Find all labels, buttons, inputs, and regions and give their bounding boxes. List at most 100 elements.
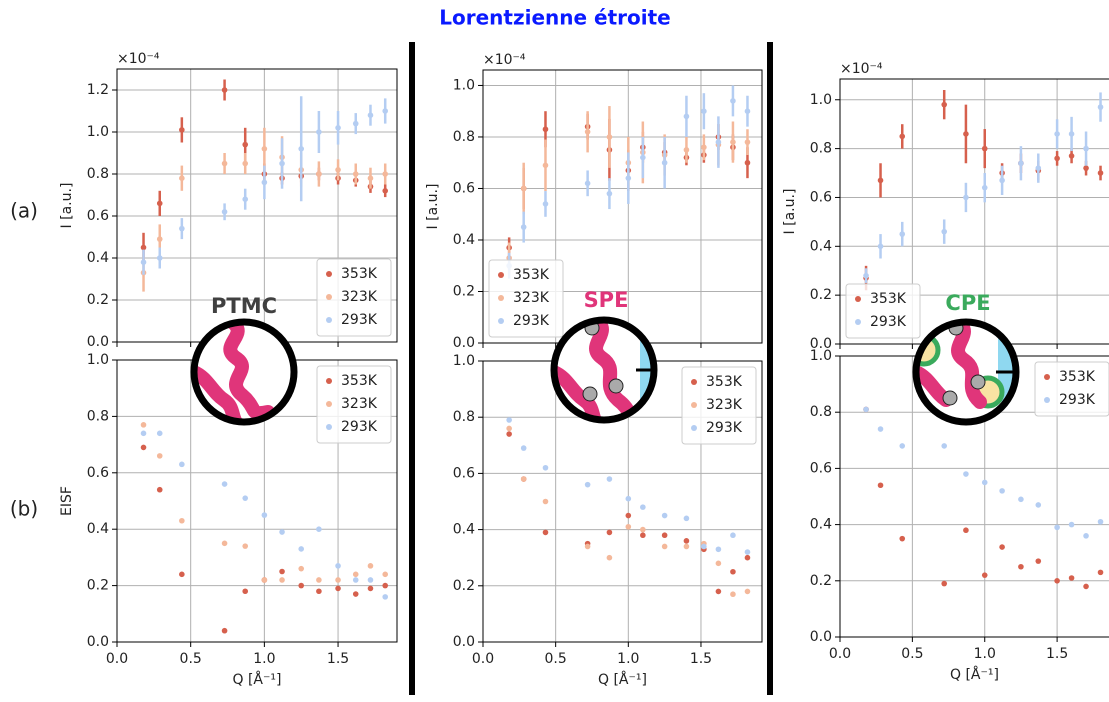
legend-box [316, 258, 392, 337]
data-point [140, 444, 147, 451]
data-point [316, 129, 322, 135]
data-point [606, 190, 613, 197]
data-point [899, 535, 906, 542]
y-tick-label: 1.0 [87, 124, 109, 140]
data-point [744, 549, 751, 555]
y-tick-label: 0.2 [87, 292, 109, 308]
data-point [683, 538, 690, 544]
data-point [542, 162, 549, 169]
data-point [382, 188, 389, 194]
data-point [140, 430, 147, 437]
legend-label: 293K [341, 419, 378, 435]
y-tick-label: 0.6 [87, 465, 109, 481]
data-point [1068, 153, 1075, 159]
data-point [1035, 165, 1042, 171]
data-point [279, 160, 285, 167]
inset-ptmc [190, 318, 298, 426]
legend-label: 293K [341, 312, 378, 328]
data-point [730, 568, 736, 575]
legend-marker [691, 402, 697, 408]
legend-label: 293K [870, 314, 907, 330]
y-tick-label: 0.2 [87, 578, 109, 594]
y-tick-label: 0.6 [453, 465, 475, 481]
data-point [941, 580, 948, 587]
data-point [701, 144, 707, 151]
data-point [744, 554, 751, 561]
data-point [744, 159, 751, 166]
data-point [744, 139, 751, 145]
y-tick-label: 0.2 [453, 578, 475, 594]
data-point [625, 512, 632, 519]
data-point [156, 486, 163, 493]
data-point [584, 543, 591, 550]
data-point [221, 481, 228, 487]
legend-marker [1044, 397, 1050, 403]
y-axis-label: I [a.u.] [425, 184, 441, 230]
x-tick-label: 1.5 [327, 651, 349, 667]
x-tick-label: 1.5 [690, 651, 712, 667]
data-point [730, 139, 736, 145]
data-point [298, 582, 305, 589]
legend-label: 323K [341, 396, 378, 412]
data-point [625, 523, 632, 530]
chart-panel: 0.0 0.5 1.0 1.5 0.0 0.2 0.4 0.6 0.8 1.0 EISF Q [Å⁻¹… [59, 352, 398, 688]
axis-multiplier: ×10⁻⁴ [483, 52, 526, 68]
legend-box [845, 283, 921, 339]
data-point [156, 430, 163, 437]
data-point [335, 167, 341, 173]
x-tick-label: 0.5 [901, 646, 923, 662]
data-point [625, 495, 632, 502]
data-point [606, 476, 613, 482]
legend-marker [326, 378, 332, 384]
data-point [221, 160, 228, 167]
data-point [963, 527, 969, 534]
data-point [625, 175, 632, 181]
data-point [179, 127, 185, 133]
data-point [156, 200, 163, 207]
data-point [352, 591, 359, 597]
y-tick-label: 0.0 [453, 335, 475, 351]
y-axis-label: I [a.u.] [782, 189, 798, 235]
data-point [367, 112, 374, 118]
y-axis-label: EISF [59, 486, 75, 516]
data-point [221, 627, 228, 634]
data-point [382, 571, 389, 578]
y-tick-label: 0.6 [810, 189, 832, 205]
data-point [981, 572, 988, 578]
data-point [367, 175, 374, 181]
data-point [506, 417, 512, 423]
data-point [899, 443, 906, 449]
y-tick-label: 0.8 [453, 409, 475, 425]
data-point [335, 585, 341, 592]
data-point [606, 529, 613, 536]
y-tick-label: 0.8 [810, 141, 832, 157]
data-point [863, 272, 869, 279]
data-point [261, 179, 268, 186]
legend: 353K 323K 293K [316, 258, 392, 337]
data-point [1068, 575, 1075, 581]
data-point [242, 495, 249, 501]
x-tick-label: 0.0 [829, 646, 851, 662]
y-tick-label: 0.4 [87, 250, 109, 266]
legend-label: 353K [513, 267, 550, 283]
x-tick-label: 1.5 [1046, 646, 1068, 662]
y-tick-label: 0.8 [810, 404, 832, 420]
y-tick-label: 0.0 [87, 634, 109, 650]
data-point [221, 87, 228, 93]
data-point [520, 476, 527, 482]
chart-panel: 0.0 0.5 1.0 1.5 0.0 0.2 0.4 0.6 0.8 1.0 Q [Å⁻¹] 353… [453, 353, 763, 688]
data-point [1035, 502, 1042, 508]
data-point [316, 588, 322, 595]
data-point [335, 563, 341, 569]
inset-label: PTMC [211, 294, 277, 318]
data-point [242, 160, 249, 167]
data-point [261, 146, 268, 152]
data-point [367, 563, 374, 569]
data-point [1083, 145, 1089, 152]
data-point [730, 532, 736, 539]
data-point [683, 515, 690, 522]
data-point [179, 517, 185, 524]
y-tick-label: 0.4 [87, 521, 109, 537]
x-tick-label: 1.0 [974, 646, 996, 662]
axis-multiplier: ×10⁻⁴ [840, 61, 883, 77]
